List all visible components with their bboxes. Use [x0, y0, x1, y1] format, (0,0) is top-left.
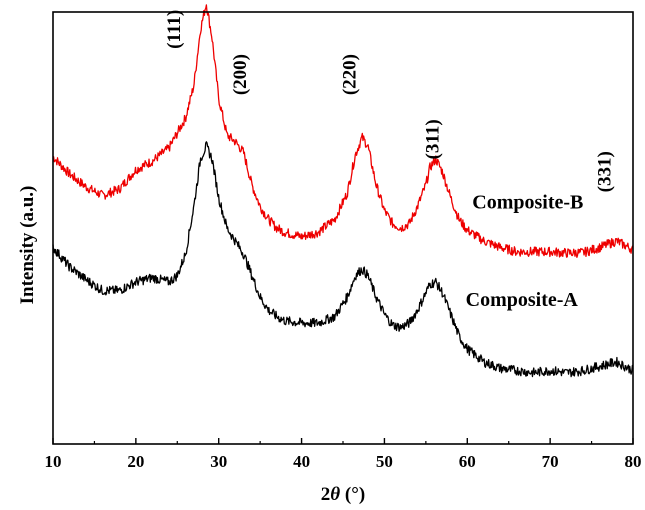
series-line-1	[52, 4, 634, 259]
x-axis-title: 2θ (°)	[321, 484, 365, 505]
x-axis-title-symbol: θ	[330, 484, 340, 505]
peak-label-4: (311)	[422, 119, 443, 159]
x-tick-label-10: 10	[45, 452, 62, 471]
x-tick-label-50: 50	[376, 452, 393, 471]
y-axis-title: Intensity (a.u.)	[17, 186, 38, 305]
annotation-layer: (111) (200) (220) (311) (331) Composite-B Comp…	[164, 10, 616, 311]
x-tick-label-40: 40	[293, 452, 310, 471]
x-axis-title-prefix: 2	[321, 484, 331, 505]
x-tick-label-70: 70	[542, 452, 559, 471]
x-tick-label-30: 30	[210, 452, 227, 471]
x-tick-label-20: 20	[127, 452, 144, 471]
series-label-2: Composite-A	[466, 289, 579, 311]
series-line-2	[52, 141, 634, 378]
peak-label-2: (200)	[230, 54, 251, 95]
x-axis-title-suffix: (°)	[340, 484, 365, 505]
x-tick-label-60: 60	[459, 452, 476, 471]
tick-layer: 10 20 30 40 50 60 70 80	[45, 438, 642, 471]
series-label-1: Composite-B	[472, 192, 583, 214]
peak-label-3: (220)	[339, 54, 360, 95]
peak-label-5: (331)	[595, 151, 616, 192]
x-tick-label-80: 80	[625, 452, 642, 471]
series-layer	[52, 4, 634, 378]
peak-label-1: (111)	[164, 10, 185, 49]
